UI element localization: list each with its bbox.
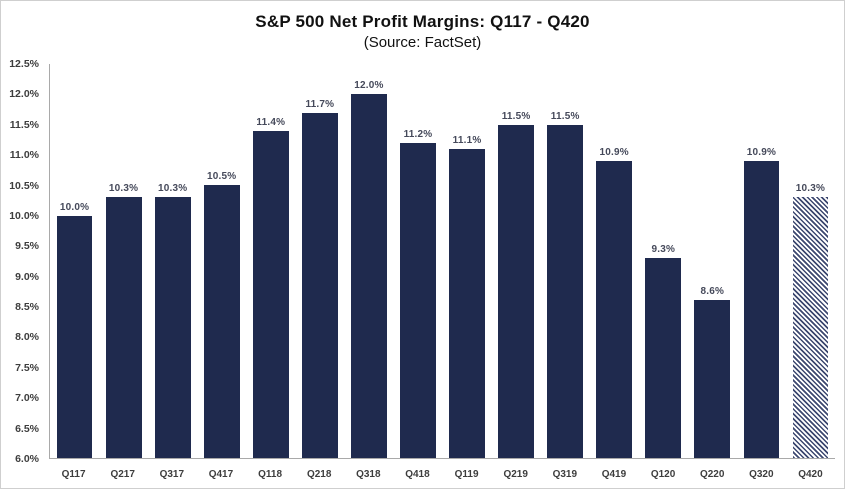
bar-value-label: 11.5% [501, 110, 531, 122]
chart-title: S&P 500 Net Profit Margins: Q117 - Q420 [255, 12, 590, 31]
bar-value-label: 11.4% [256, 116, 286, 128]
x-tick-label: Q220 [699, 468, 725, 480]
y-tick-label: 7.5% [15, 361, 39, 374]
x-tick-label: Q119 [454, 468, 479, 480]
bar-value-label: 10.3% [157, 183, 188, 195]
x-tick-label: Q318 [356, 468, 381, 480]
y-tick-label: 8.5% [15, 301, 39, 314]
bars-row: 10.0% 10.3% 10.3% 10.5% 11.4% 11.7% 12.0% 11.2%… [50, 64, 835, 458]
bar-value-label: 10.3% [795, 183, 826, 195]
x-tick-label: Q120 [650, 468, 676, 480]
bar [301, 112, 338, 458]
y-tick-label: 6.0% [15, 453, 39, 465]
bar-group: 10.0% [50, 64, 99, 458]
bar-group: 10.3% [786, 64, 835, 458]
bar [596, 161, 633, 458]
bar-group: 11.5% [492, 64, 541, 458]
bar [645, 257, 682, 458]
bar-group: 12.0% [344, 64, 393, 458]
x-tick-label: Q317 [159, 468, 185, 480]
x-tick-label: Q320 [749, 468, 774, 480]
bar [498, 124, 534, 458]
bar-value-label: 10.9% [746, 147, 777, 158]
y-tick-label: 11.5% [9, 118, 39, 131]
y-tick-label: 11.0% [9, 149, 39, 162]
y-axis: 12.5% 12.0% 11.5% 11.0% 10.5% 10.0% 9.5% 9.0% 8.… [1, 58, 45, 465]
chart-subtitle: (Source: FactSet) [363, 34, 482, 51]
bar [56, 215, 93, 458]
bar-hatched-estimate [792, 197, 829, 458]
bar-group: 9.3% [639, 64, 688, 458]
y-tick-label: 9.0% [15, 270, 39, 283]
y-tick-label: 12.0% [9, 88, 39, 101]
bar-value-label: 10.0% [59, 201, 90, 213]
x-tick-label: Q418 [405, 468, 430, 480]
bar-group: 10.3% [148, 64, 197, 458]
bar [154, 197, 191, 458]
bar-group: 11.2% [393, 64, 442, 458]
bar-group: 10.9% [590, 64, 639, 458]
x-tick-label: Q420 [798, 468, 823, 480]
x-tick-label: Q219 [503, 468, 528, 480]
bar-value-label: 11.5% [550, 110, 580, 122]
x-tick-label: Q419 [601, 468, 627, 480]
x-tick-label: Q217 [110, 468, 135, 480]
bar-group: 10.3% [99, 64, 148, 458]
bar-value-label: 12.0% [354, 80, 384, 92]
bar [203, 185, 240, 458]
x-tick-label: Q417 [208, 468, 234, 480]
bar [400, 142, 436, 458]
bar [252, 130, 289, 458]
plot-area: 10.0% 10.3% 10.3% 10.5% 11.4% 11.7% 12.0% 11.2%… [49, 64, 835, 459]
bar [351, 94, 387, 458]
bar-value-label: 10.5% [207, 171, 237, 183]
bar-value-label: 10.9% [599, 147, 629, 158]
bar-group: 11.7% [295, 64, 344, 458]
y-tick-label: 9.5% [15, 240, 39, 253]
bar [449, 148, 485, 458]
bar [743, 161, 780, 458]
bar-group: 11.5% [541, 64, 590, 458]
bar-value-label: 9.3% [651, 243, 676, 255]
x-axis: Q117 Q217 Q317 Q417 Q118 Q218 Q318 Q418 Q119 Q219… [49, 464, 835, 484]
bar-value-label: 11.2% [403, 128, 433, 140]
y-tick-label: 6.5% [15, 422, 39, 435]
bar-group: 10.5% [197, 64, 246, 458]
bar-group: 8.6% [688, 64, 737, 458]
bar-group: 11.1% [443, 64, 492, 458]
x-tick-label: Q319 [552, 468, 578, 480]
bar [547, 124, 584, 458]
y-tick-label: 7.0% [15, 392, 39, 405]
bar-value-label: 11.7% [305, 98, 335, 110]
bar-value-label: 11.1% [452, 134, 482, 146]
x-tick-label: Q117 [61, 468, 86, 480]
x-tick-label: Q218 [306, 468, 332, 480]
y-tick-label: 8.0% [15, 331, 39, 344]
bar [105, 197, 142, 458]
y-tick-label: 12.5% [9, 58, 39, 70]
bar-group: 11.4% [246, 64, 295, 458]
x-tick-label: Q118 [258, 468, 283, 480]
y-tick-label: 10.5% [9, 179, 39, 192]
bar-value-label: 10.3% [108, 183, 139, 195]
bar [694, 300, 731, 458]
bar-value-label: 8.6% [700, 286, 725, 298]
bar-group: 10.9% [737, 64, 786, 458]
y-tick-label: 10.0% [9, 209, 39, 222]
